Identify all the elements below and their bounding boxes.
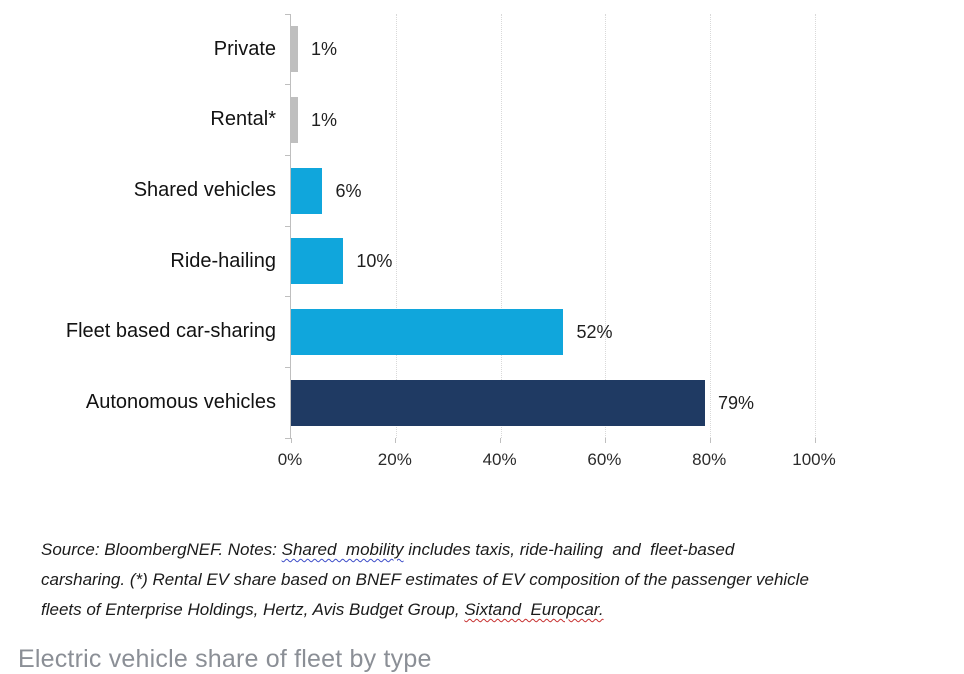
bar-autonomous-vehicles xyxy=(291,379,705,426)
footnote-line: Source: BloombergNEF. Notes: Shared mobi… xyxy=(41,535,941,565)
category-axis-tick xyxy=(285,296,291,298)
category-label: Fleet based car-sharing xyxy=(65,320,276,343)
gridline xyxy=(395,14,397,438)
bar-shared-vehicles xyxy=(291,167,323,214)
footnote-text-misspelled: Sixtand Europcar. xyxy=(464,600,604,619)
footnote-line: fleets of Enterprise Holdings, Hertz, Av… xyxy=(41,595,941,625)
source-footnote: Source: BloombergNEF. Notes: Shared mobi… xyxy=(41,535,941,625)
page-title: Electric vehicle share of fleet by type xyxy=(18,645,432,673)
category-label: Ride-hailing xyxy=(170,249,276,272)
value-axis-tick xyxy=(709,438,711,443)
x-axis-tick-label: 100% xyxy=(792,450,836,469)
gridline xyxy=(500,14,502,438)
value-axis-tick xyxy=(500,438,502,443)
bar-value-label: 10% xyxy=(356,251,393,272)
footnote-text: Source: BloombergNEF. Notes: xyxy=(41,540,282,559)
footnote-text: fleets of Enterprise Holdings, Hertz, Av… xyxy=(41,600,465,619)
bar-private xyxy=(291,26,298,73)
value-axis-labels: 0% 20% 40% 60% 80% 100% xyxy=(278,450,836,474)
gridline xyxy=(815,14,816,438)
ev-fleet-share-chart: Private Rental* Shared vehicles Ride-hailin… xyxy=(0,13,836,474)
category-label: Private xyxy=(213,37,276,60)
value-axis-tick xyxy=(395,438,397,443)
category-axis-tick xyxy=(285,366,291,368)
footnote-text: carsharing. (*) Rental EV share based on… xyxy=(41,570,809,589)
x-axis-tick-label: 60% xyxy=(587,450,622,469)
value-axis-tick xyxy=(604,438,606,443)
bar-rental- xyxy=(291,97,298,143)
value-axis-tick xyxy=(290,438,292,443)
gridline xyxy=(605,14,607,438)
plot-area: 1% 1% 6% 10% 52% 79% xyxy=(285,13,816,443)
x-axis-tick-label: 80% xyxy=(692,450,727,469)
bar-ride-hailing xyxy=(291,238,344,285)
bar-value-label: 6% xyxy=(335,180,362,201)
bar-value-label: 52% xyxy=(576,322,613,342)
category-axis-tick xyxy=(285,13,291,15)
category-axis-tick xyxy=(285,84,291,86)
x-axis-tick-label: 0% xyxy=(277,450,303,469)
category-label: Shared vehicles xyxy=(133,179,276,202)
category-axis-tick xyxy=(285,225,291,227)
category-label: Rental* xyxy=(210,108,276,131)
category-axis-tick xyxy=(285,154,291,156)
footnote-text: includes taxis, ride-hailing and fleet-b… xyxy=(403,540,735,559)
footnote-line: carsharing. (*) Rental EV share based on… xyxy=(41,565,941,595)
x-axis-tick-label: 40% xyxy=(482,450,517,469)
category-axis-labels: Private Rental* Shared vehicles Ride-hailin… xyxy=(0,14,276,438)
bar-value-label: 1% xyxy=(311,39,338,60)
value-axis-tick xyxy=(814,438,816,443)
category-axis-tick xyxy=(285,437,291,439)
bar-fleet-based-car-sharing xyxy=(291,309,564,355)
gridline xyxy=(710,14,712,438)
bar-value-label: 79% xyxy=(717,392,754,413)
footnote-text-misspelled: Shared mobility xyxy=(281,540,404,559)
bar-value-label: 1% xyxy=(311,110,338,130)
x-axis-tick-label: 20% xyxy=(377,450,412,469)
category-label: Autonomous vehicles xyxy=(85,391,276,414)
